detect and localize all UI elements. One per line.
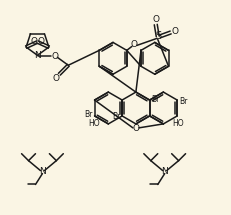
Text: O: O [53, 74, 60, 83]
Text: HO: HO [87, 119, 99, 128]
Text: Br: Br [151, 95, 159, 104]
Text: Br: Br [111, 112, 120, 121]
Text: O: O [132, 124, 139, 133]
Text: O: O [152, 15, 158, 24]
Text: N: N [39, 167, 46, 176]
Text: O: O [30, 37, 37, 46]
Text: Br: Br [178, 97, 187, 106]
Text: N: N [161, 167, 167, 176]
Text: O: O [37, 37, 44, 46]
Text: Br: Br [84, 111, 92, 120]
Text: S: S [155, 31, 161, 41]
Text: N: N [34, 51, 41, 60]
Text: O: O [130, 40, 137, 49]
Text: O: O [170, 27, 177, 36]
Text: HO: HO [172, 119, 183, 128]
Text: O: O [52, 52, 59, 61]
